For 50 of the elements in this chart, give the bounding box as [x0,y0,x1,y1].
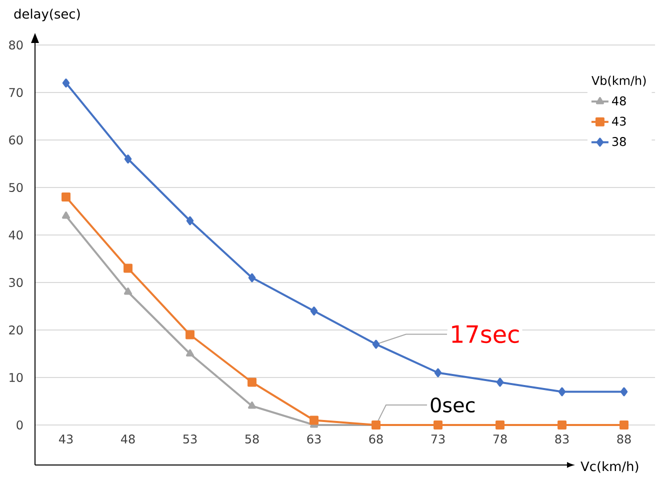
y-tick-label: 70 [9,88,23,98]
x-tick-label: 58 [245,434,259,444]
point [620,420,628,430]
legend-label: 48 [612,96,626,106]
y-tick-label: 20 [9,325,23,335]
annotation: 0sec [430,397,475,413]
annotation: 17sec [452,325,519,344]
point [496,378,504,387]
point [186,349,194,356]
x-tick-label: 73 [431,434,445,444]
y-tick-label: 60 [9,135,23,145]
x-tick-label: 48 [120,434,135,444]
x-tick-label: 88 [617,434,631,444]
point [434,420,442,430]
y-tick-label: 30 [9,278,23,288]
point [248,378,256,387]
x-tick-label: 78 [493,434,507,444]
point [62,78,70,88]
point [372,340,380,349]
point [434,368,442,378]
legend-title: Vb(km/h) [592,76,646,86]
point [496,420,504,430]
legend-label: 43 [612,116,626,126]
point [558,420,566,430]
point [186,330,194,340]
y-tick-label: 0 [16,420,23,430]
point [62,192,70,202]
point [310,416,318,425]
y-tick-label: 10 [10,372,23,382]
x-tick-label: 53 [183,434,197,444]
x-tick-label: 43 [58,434,73,444]
point [248,273,256,282]
x-tick-label: 68 [369,434,383,444]
legend-label: 38 [612,137,626,146]
x-tick-label: 63 [307,434,321,444]
x-axis-title: Vc(km/h) [580,461,638,473]
point [186,216,194,226]
y-tick-label: 50 [9,182,23,192]
y-tick-label: 80 [9,40,23,50]
point [248,402,256,409]
point [310,306,318,316]
point [62,212,70,219]
y-axis-title: delay(sec) [14,8,80,22]
point [124,288,132,295]
x-tick-label: 83 [555,434,569,444]
point [124,264,132,273]
y-tick-label: 40 [8,230,23,240]
point [620,387,628,396]
point [124,154,132,164]
point [558,387,566,396]
